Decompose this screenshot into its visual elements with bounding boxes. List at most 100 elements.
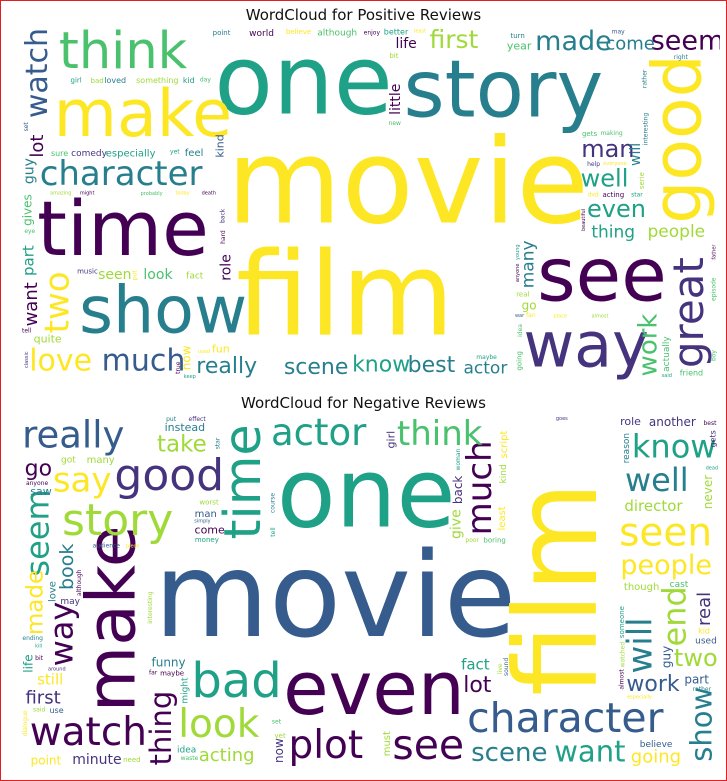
negative-word-use: use: [49, 706, 63, 715]
positive-word-want: want: [21, 282, 42, 326]
negative-word-show: show: [684, 687, 718, 762]
negative-word-well: well: [625, 461, 689, 499]
positive-word-amazing: amazing: [50, 191, 71, 197]
negative-word-kid: kid: [698, 626, 710, 635]
negative-word-tell: tell: [270, 527, 277, 537]
positive-word-guy: guy: [21, 158, 37, 184]
positive-word-bit: bit: [389, 52, 398, 60]
negative-word-interesting: interesting: [147, 591, 154, 623]
positive-word-thing: thing: [591, 223, 635, 243]
positive-word-great: great: [664, 257, 713, 368]
negative-word-reason: reason: [622, 433, 632, 463]
positive-word-fun: fun: [212, 343, 230, 356]
negative-word-girl: girl: [385, 431, 398, 449]
positive-wordcloud: movie film one story time see character good mak…: [20, 26, 720, 381]
negative-word-piece: piece: [126, 544, 139, 550]
negative-word-work: work: [626, 672, 679, 697]
negative-word-someone: someone: [618, 606, 626, 638]
positive-word-now: now: [179, 345, 193, 370]
negative-word-woman: woman: [455, 448, 462, 470]
negative-word-film: film: [490, 481, 623, 696]
negative-word-saw: saw: [30, 485, 51, 498]
negative-word-make: make: [72, 525, 151, 712]
positive-cloud-title: WordCloud for Positive Reviews: [245, 6, 482, 24]
positive-word-go: go: [522, 298, 537, 312]
negative-word-around: around: [48, 666, 66, 672]
positive-word-gives: gives: [21, 194, 35, 226]
negative-word-gets: gets: [708, 430, 717, 447]
positive-word-boy: boy: [711, 350, 718, 361]
negative-word-money: money: [195, 536, 219, 544]
negative-word-course: course: [269, 493, 276, 513]
negative-word-almost: almost: [619, 669, 626, 690]
positive-word-lot: lot: [27, 135, 48, 158]
positive-word-acting: acting: [602, 191, 624, 199]
positive-word-know: know: [352, 353, 410, 378]
negative-word-believe: believe: [640, 740, 673, 750]
positive-word-young: young: [515, 244, 521, 260]
negative-word-might: might: [181, 677, 191, 704]
positive-word-going: going: [516, 351, 524, 371]
positive-word-idea: idea: [517, 324, 524, 337]
positive-word-true: true: [175, 361, 182, 374]
negative-word-think: think: [397, 414, 483, 454]
positive-word-eye: eye: [24, 228, 35, 235]
positive-word-story: story: [404, 44, 604, 136]
positive-word-anyone: anyone: [515, 264, 521, 282]
negative-word-put: put: [166, 416, 177, 423]
positive-word-maybe: maybe: [476, 354, 497, 361]
positive-word-gets: gets: [582, 130, 597, 138]
negative-word-kind: kind: [499, 464, 509, 483]
negative-word-plot: plot: [288, 723, 363, 768]
negative-word-see: see: [392, 721, 464, 769]
negative-word-lot: lot: [463, 673, 492, 698]
positive-word-time: time: [37, 184, 209, 273]
positive-word-put: put: [131, 270, 138, 281]
negative-word-thing: thing: [144, 691, 178, 766]
negative-word-scene: scene: [471, 738, 547, 768]
positive-word-new: new: [389, 120, 401, 127]
negative-word-made: made: [23, 570, 49, 635]
negative-word-seen: seen: [619, 510, 712, 555]
positive-word-will: will: [628, 143, 644, 166]
positive-word-set: set: [23, 122, 30, 132]
positive-word-death: death: [202, 191, 216, 197]
negative-word-really: really: [22, 414, 124, 456]
negative-word-first: first: [25, 687, 60, 708]
positive-word-turn: turn: [510, 32, 524, 40]
negative-word-dialogue: dialogue: [22, 710, 29, 736]
negative-word-many: many: [87, 455, 115, 466]
negative-word-part: part: [684, 672, 709, 686]
negative-word-fact: fact: [461, 655, 490, 673]
positive-word-come: come: [605, 33, 655, 54]
negative-word-book: book: [56, 544, 78, 590]
positive-word-enjoy: enjoy: [364, 30, 381, 37]
positive-word-one: one: [214, 26, 393, 137]
negative-cloud-title: WordCloud for Negative Reviews: [241, 394, 486, 412]
negative-word-maybe: maybe: [160, 669, 184, 677]
positive-word-keep: keep: [184, 374, 196, 380]
negative-word-go: go: [25, 456, 52, 481]
positive-word-really: really: [196, 354, 257, 379]
negative-word-guy: guy: [660, 646, 674, 668]
negative-word-simply: simply: [194, 519, 210, 525]
negative-word-goes: goes: [556, 416, 568, 422]
positive-word-episode: episode: [711, 277, 718, 301]
negative-word-must: must: [382, 731, 393, 756]
positive-word-may: may: [612, 28, 626, 35]
positive-word-much: much: [102, 343, 186, 378]
positive-word-fan: fan: [526, 312, 536, 319]
positive-word-made: made: [535, 26, 612, 57]
positive-word-real: real: [516, 290, 529, 298]
negative-word-waste: waste: [181, 755, 199, 762]
positive-word-believe: believe: [286, 28, 311, 36]
positive-word-tell: tell: [22, 328, 32, 335]
positive-word-used: used: [198, 349, 210, 355]
negative-word-back: back: [451, 476, 465, 505]
positive-word-although: although: [317, 28, 357, 38]
negative-word-bit: bit: [35, 655, 43, 662]
positive-word-man: man: [581, 135, 634, 163]
positive-word-probably: probably: [141, 191, 163, 197]
positive-word-work: work: [633, 314, 663, 377]
positive-word-fact: fact: [186, 272, 204, 282]
